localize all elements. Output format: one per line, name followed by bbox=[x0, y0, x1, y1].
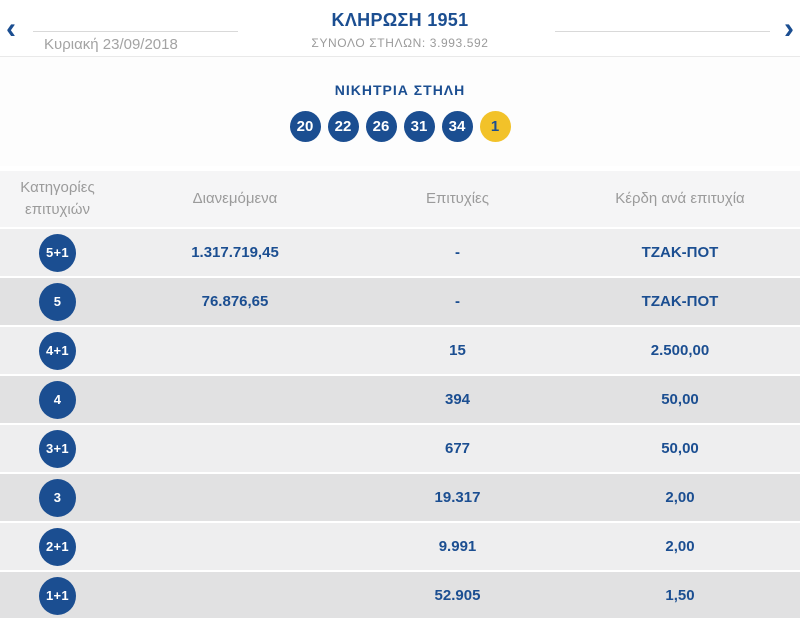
wins-cell: - bbox=[455, 244, 460, 261]
prize-cell: ΤΖΑΚ-ΠΟΤ bbox=[641, 293, 719, 310]
winning-number-ball: 26 bbox=[365, 111, 397, 142]
table-row: 3 19.317 2,00 bbox=[0, 474, 800, 521]
divider-right bbox=[555, 31, 770, 32]
table-row: 2+1 9.991 2,00 bbox=[0, 523, 800, 570]
distributed-cell: 1.317.719,45 bbox=[191, 244, 279, 261]
category-cell: 4+1 bbox=[0, 331, 115, 370]
wins-cell: 9.991 bbox=[438, 538, 477, 555]
table-row: 1+1 52.905 1,50 bbox=[0, 572, 800, 618]
joker-number-ball: 1 bbox=[479, 111, 511, 142]
prize-cell: 2,00 bbox=[665, 489, 695, 506]
prize-cell: 50,00 bbox=[661, 440, 699, 457]
column-header-wins: Επιτυχίες bbox=[426, 190, 489, 208]
category-cell: 3 bbox=[0, 478, 115, 517]
winning-number-ball: 22 bbox=[327, 111, 359, 142]
table-row: 3+1 677 50,00 bbox=[0, 425, 800, 472]
table-row: 5+1 1.317.719,45 - ΤΖΑΚ-ΠΟΤ bbox=[0, 229, 800, 276]
category-cell: 4 bbox=[0, 380, 115, 419]
category-badge: 2+1 bbox=[39, 527, 76, 566]
wins-cell: 15 bbox=[449, 342, 466, 359]
category-badge: 1+1 bbox=[39, 576, 76, 615]
draw-date: Κυριακή 23/09/2018 bbox=[44, 36, 178, 53]
winning-column-section: ΝΙΚΗΤΡΙΑ ΣΤΗΛΗ 20 22 26 31 34 1 bbox=[0, 57, 800, 166]
wins-cell: - bbox=[455, 293, 460, 310]
draw-header-center: ΚΛΗΡΩΣΗ 1951 ΣΥΝΟΛΟ ΣΤΗΛΩΝ: 3.993.592 bbox=[0, 0, 800, 50]
winning-number-ball: 31 bbox=[403, 111, 435, 142]
winning-numbers-row: 20 22 26 31 34 1 bbox=[0, 111, 800, 142]
column-header-distributed: Διανεμόμενα bbox=[192, 190, 278, 208]
category-badge: 5 bbox=[39, 282, 76, 321]
prize-cell: 50,00 bbox=[661, 391, 699, 408]
category-badge: 4+1 bbox=[39, 331, 76, 370]
category-badge: 3 bbox=[39, 478, 76, 517]
table-row: 5 76.876,65 - ΤΖΑΚ-ΠΟΤ bbox=[0, 278, 800, 325]
total-columns-label: ΣΥΝΟΛΟ ΣΤΗΛΩΝ: 3.993.592 bbox=[311, 36, 489, 50]
category-badge: 4 bbox=[39, 380, 76, 419]
winning-number-ball: 34 bbox=[441, 111, 473, 142]
prize-cell: 2.500,00 bbox=[650, 342, 710, 359]
draw-title: ΚΛΗΡΩΣΗ 1951 bbox=[331, 10, 469, 30]
wins-cell: 19.317 bbox=[434, 489, 481, 506]
category-cell: 5 bbox=[0, 282, 115, 321]
category-cell: 5+1 bbox=[0, 233, 115, 272]
wins-cell: 52.905 bbox=[434, 587, 481, 604]
column-header-prize: Κέρδη ανά επιτυχία bbox=[615, 190, 745, 208]
prize-cell: ΤΖΑΚ-ΠΟΤ bbox=[641, 244, 719, 261]
table-row: 4 394 50,00 bbox=[0, 376, 800, 423]
winning-column-label: ΝΙΚΗΤΡΙΑ ΣΤΗΛΗ bbox=[334, 82, 466, 98]
category-cell: 1+1 bbox=[0, 576, 115, 615]
chevron-left-icon[interactable]: ‹ bbox=[6, 12, 16, 45]
wins-cell: 677 bbox=[444, 440, 471, 457]
distributed-cell: 76.876,65 bbox=[201, 293, 269, 310]
prize-cell: 2,00 bbox=[665, 538, 695, 555]
draw-header: ‹ ΚΛΗΡΩΣΗ 1951 ΣΥΝΟΛΟ ΣΤΗΛΩΝ: 3.993.592 … bbox=[0, 0, 800, 57]
category-badge: 3+1 bbox=[39, 429, 76, 468]
wins-cell: 394 bbox=[444, 391, 471, 408]
category-cell: 3+1 bbox=[0, 429, 115, 468]
divider-left bbox=[33, 31, 238, 32]
category-cell: 2+1 bbox=[0, 527, 115, 566]
table-row: 4+1 15 2.500,00 bbox=[0, 327, 800, 374]
category-badge: 5+1 bbox=[39, 233, 76, 272]
table-header-row: Κατηγορίες επιτυχιών Διανεμόμενα Επιτυχί… bbox=[0, 171, 800, 227]
chevron-right-icon[interactable]: › bbox=[784, 12, 794, 45]
table-body: 5+1 1.317.719,45 - ΤΖΑΚ-ΠΟΤ 5 76.876,65 - ΤΖΑΚ-… bbox=[0, 229, 800, 618]
prize-cell: 1,50 bbox=[665, 587, 695, 604]
column-header-categories: Κατηγορίες επιτυχιών bbox=[20, 179, 95, 218]
winning-number-ball: 20 bbox=[289, 111, 321, 142]
results-table: Κατηγορίες επιτυχιών Διανεμόμενα Επιτυχί… bbox=[0, 171, 800, 618]
